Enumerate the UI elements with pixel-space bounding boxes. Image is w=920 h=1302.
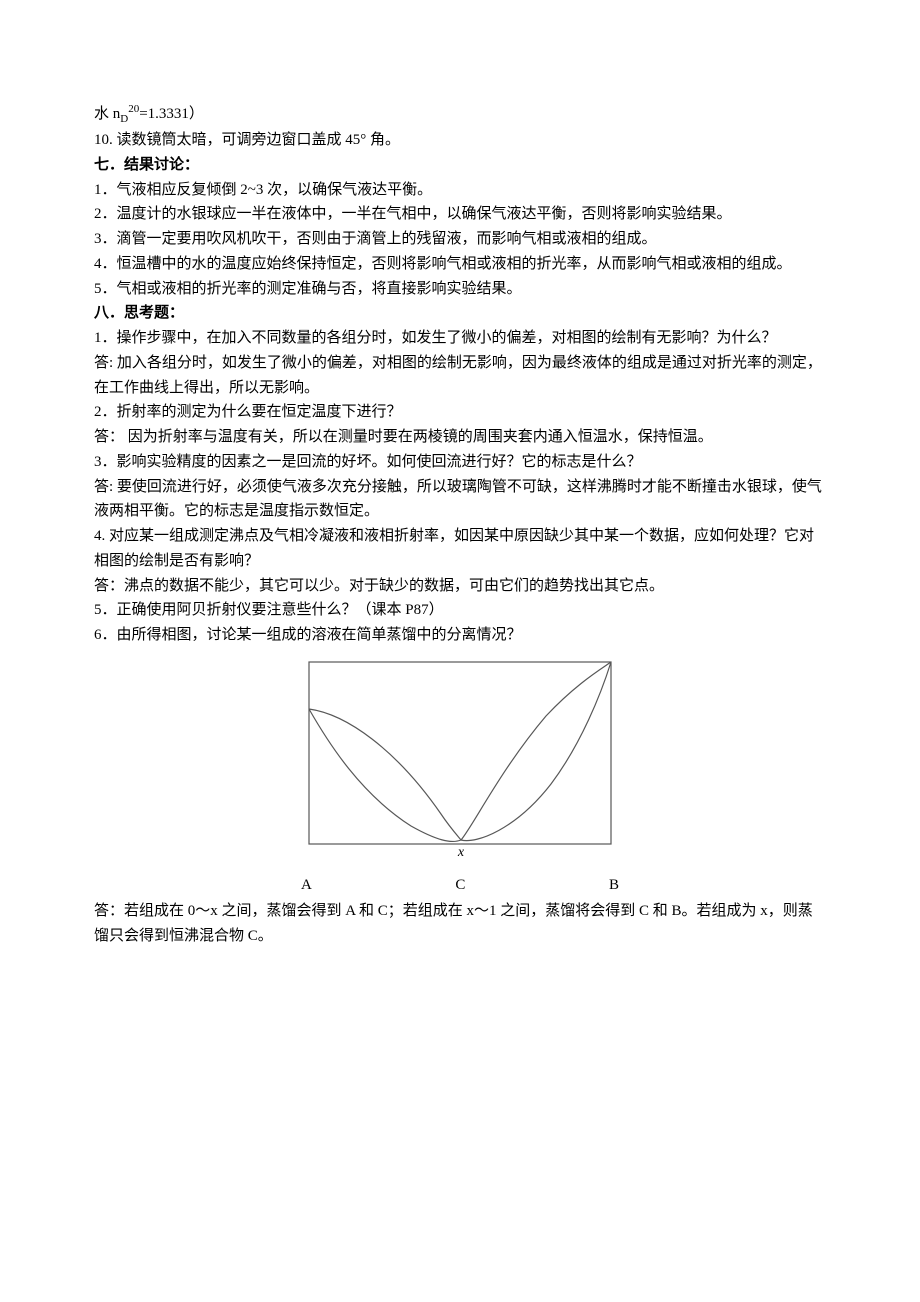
s8-a3: 答: 要使回流进行好，必须使气液多次充分接触，所以玻璃陶管不可缺，这样沸腾时才能…: [94, 475, 826, 525]
s8-q1: 1．操作步骤中，在加入不同数量的各组分时，如发生了微小的偏差，对相图的绘制有无影…: [94, 326, 826, 351]
s8-q3: 3．影响实验精度的因素之一是回流的好坏。如何使回流进行好？它的标志是什么？: [94, 450, 826, 475]
document-page: 水 nD20=1.3331） 10. 读数镜筒太暗，可调旁边窗口盖成 45° 角…: [0, 0, 920, 1009]
axis-label-b: B: [609, 873, 619, 898]
s8-q6: 6．由所得相图，讨论某一组成的溶液在简单蒸馏中的分离情况？: [94, 623, 826, 648]
section-7-heading: 七．结果讨论：: [94, 153, 826, 178]
s7-item-3: 3．滴管一定要用吹风机吹干，否则由于滴管上的残留液，而影响气相或液相的组成。: [94, 227, 826, 252]
upper-curve: [309, 662, 611, 840]
x-marker: x: [457, 845, 465, 860]
phase-diagram-svg: x: [301, 654, 619, 864]
s8-final-answer: 答：若组成在 0～x 之间，蒸馏会得到 A 和 C；若组成在 x～1 之间，蒸馏…: [94, 899, 826, 949]
phase-diagram-figure: x A C B: [94, 654, 826, 898]
s7-item-1: 1．气液相应反复倾倒 2~3 次，以确保气液达平衡。: [94, 178, 826, 203]
pre-line-1: 水 nD20=1.3331）: [94, 100, 826, 128]
s8-a1: 答: 加入各组分时，如发生了微小的偏差，对相图的绘制无影响，因为最终液体的组成是…: [94, 351, 826, 401]
section-8-heading: 八．思考题：: [94, 301, 826, 326]
s7-item-4: 4．恒温槽中的水的温度应始终保持恒定，否则将影响气相或液相的折光率，从而影响气相…: [94, 252, 826, 277]
s7-item-2: 2．温度计的水银球应一半在液体中，一半在气相中，以确保气液达平衡，否则将影响实验…: [94, 202, 826, 227]
axis-label-a: A: [301, 873, 312, 898]
lower-curve: [309, 662, 611, 841]
s8-q5: 5．正确使用阿贝折射仪要注意些什么？（课本 P87）: [94, 598, 826, 623]
s8-a4: 答：沸点的数据不能少，其它可以少。对于缺少的数据，可由它们的趋势找出其它点。: [94, 574, 826, 599]
s8-q4: 4. 对应某一组成测定沸点及气相冷凝液和液相折射率，如因某中原因缺少其中某一个数…: [94, 524, 826, 574]
pre-line-2: 10. 读数镜筒太暗，可调旁边窗口盖成 45° 角。: [94, 128, 826, 153]
axis-labels-row: A C B: [297, 873, 623, 898]
s8-q2: 2．折射率的测定为什么要在恒定温度下进行？: [94, 400, 826, 425]
axis-label-c: C: [455, 873, 465, 898]
s7-item-5: 5．气相或液相的折光率的测定准确与否，将直接影响实验结果。: [94, 277, 826, 302]
s8-a2: 答： 因为折射率与温度有关，所以在测量时要在两棱镜的周围夹套内通入恒温水，保持恒…: [94, 425, 826, 450]
diagram-frame: [309, 662, 611, 844]
